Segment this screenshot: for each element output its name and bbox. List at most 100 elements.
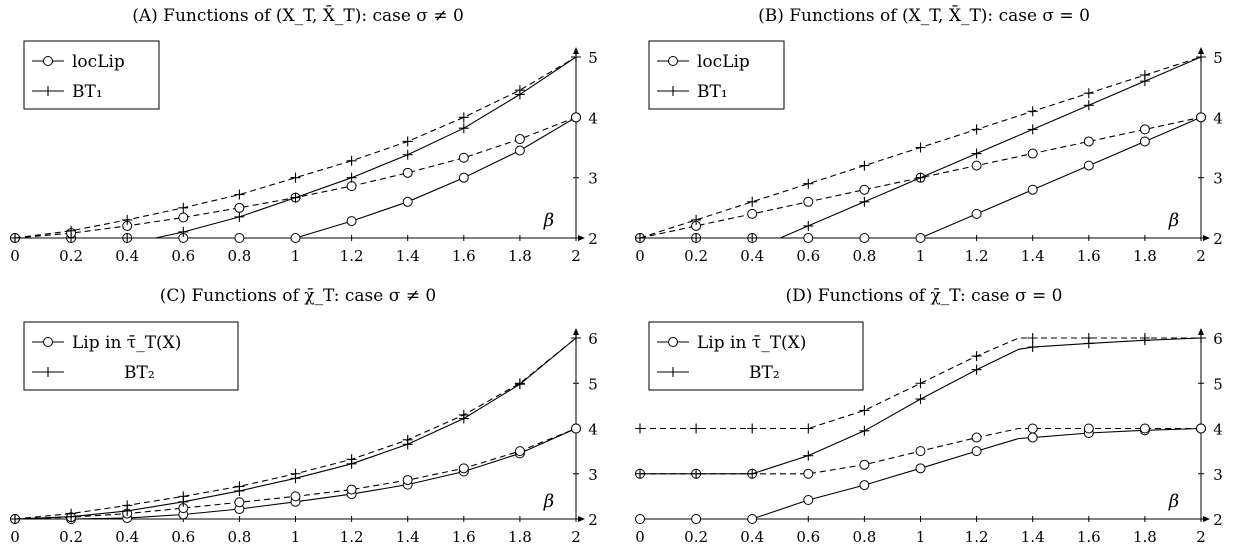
x-tick-label: 1.4 [1021,528,1045,546]
circle-marker [346,216,357,227]
x-tick-label: 1 [916,528,926,546]
plus-marker [691,233,702,243]
plus-marker [691,468,702,479]
plus-marker [803,450,814,461]
circle-marker [1139,124,1150,135]
plus-marker [178,226,189,237]
x-tick-label: 1.6 [1077,528,1101,546]
plus-marker [915,378,926,389]
plus-marker [971,124,982,135]
plus-marker [1139,333,1150,343]
circle-marker [290,491,301,502]
plus-marker [668,367,678,377]
circle-marker [402,167,413,178]
x-tick-label: 0.2 [684,247,708,265]
x-tick-label: 0.8 [852,247,876,265]
series-line [14,56,577,239]
x-axis-label: β [543,210,554,231]
x-tick-label: 2 [1196,528,1206,546]
x-tick-label: 1.4 [396,247,420,265]
plus-marker [122,233,133,243]
circle-marker [803,494,814,505]
plus-marker [803,178,814,189]
plus-marker [234,211,245,222]
series-3 [10,52,581,243]
x-tick-label: 0 [635,528,645,546]
x-tick-label: 0.4 [115,528,139,546]
circle-marker [803,468,814,479]
x-tick-label: 0.6 [796,528,820,546]
x-tick-label: 0.2 [59,528,83,546]
x-tick-label: 1.4 [1021,247,1045,265]
circle-marker [178,212,189,223]
panel-title: (C) Functions of χ̄_T: case σ ≠ 0 [160,286,436,306]
x-tick-label: 1 [291,528,301,546]
plus-marker [859,160,870,171]
x-tick-label: 0.2 [59,247,83,265]
x-tick-label: 0.8 [852,528,876,546]
x-tick-label: 1.2 [340,528,364,546]
x-tick-label: 0 [635,247,645,265]
circle-marker [747,208,758,219]
x-tick-label: 1.4 [396,528,420,546]
x-tick-label: 1.8 [1133,247,1157,265]
series-line [640,337,1201,430]
circle-marker [514,134,525,145]
y-tick-label: 3 [1213,466,1223,484]
circle-marker [859,480,870,491]
plus-marker [571,52,581,62]
plus-marker [635,233,645,243]
y-tick-label: 4 [588,109,598,127]
plus-marker [10,514,20,524]
chart-panel-b: (B) Functions of (X_T, X̄_T): case σ = 0… [635,4,1223,265]
legend-box [648,40,785,110]
y-tick-label: 5 [1213,49,1223,67]
series-line [640,427,1202,520]
x-tick-label: 2 [1196,247,1206,265]
x-tick-label: 0.4 [740,247,764,265]
circle-marker [859,233,870,243]
legend: locLip BT₁ [648,40,785,110]
plus-marker [691,214,702,225]
x-tick-label: 1.2 [340,247,364,265]
circle-marker [43,56,53,66]
y-tick-label: 5 [588,375,598,393]
legend-label: locLip [72,52,125,72]
circle-marker [1027,148,1038,159]
legend-box [648,321,864,391]
circle-marker [1027,432,1038,443]
plus-marker [402,136,413,147]
circle-marker [859,184,870,195]
plus-marker [178,491,189,502]
circle-marker [668,56,678,66]
legend-entry: Lip in τ̄_T(X) [32,333,181,353]
plus-marker [635,468,645,479]
legend-entry: locLip [32,52,125,72]
plus-marker [234,189,245,200]
circle-marker [346,484,357,495]
circle-marker [458,463,469,474]
y-tick-label: 2 [588,230,598,248]
circle-marker [635,514,645,524]
plus-marker [1083,88,1094,99]
y-tick-label: 4 [588,421,598,439]
x-axis-arrow [1203,516,1210,522]
x-tick-label: 0.6 [171,247,195,265]
legend-entry: BT₂ [32,363,155,383]
circle-marker [1139,423,1150,434]
plus-marker [346,172,357,183]
x-tick-label: 1.8 [508,528,532,546]
circle-marker [915,463,926,474]
x-axis-label: β [543,491,554,512]
legend: locLip BT₁ [23,40,160,110]
plus-marker [402,149,413,160]
series-line [640,337,1202,475]
panel-title: (B) Functions of (X_T, X̄_T): case σ = 0 [758,4,1090,26]
plus-marker [859,425,870,436]
chart-panel-d: (D) Functions of χ̄_T: case σ = 0 0 0.2 0.4… [635,286,1223,546]
legend: Lip in τ̄_T(X) BT₂ [648,321,864,391]
legend-entry: locLip [657,52,750,72]
legend-entry: Lip in τ̄_T(X) [657,333,806,353]
legend-label: locLip [697,52,750,72]
chart-panel-c: (C) Functions of χ̄_T: case σ ≠ 0 0 0.2 0.4… [10,286,598,546]
